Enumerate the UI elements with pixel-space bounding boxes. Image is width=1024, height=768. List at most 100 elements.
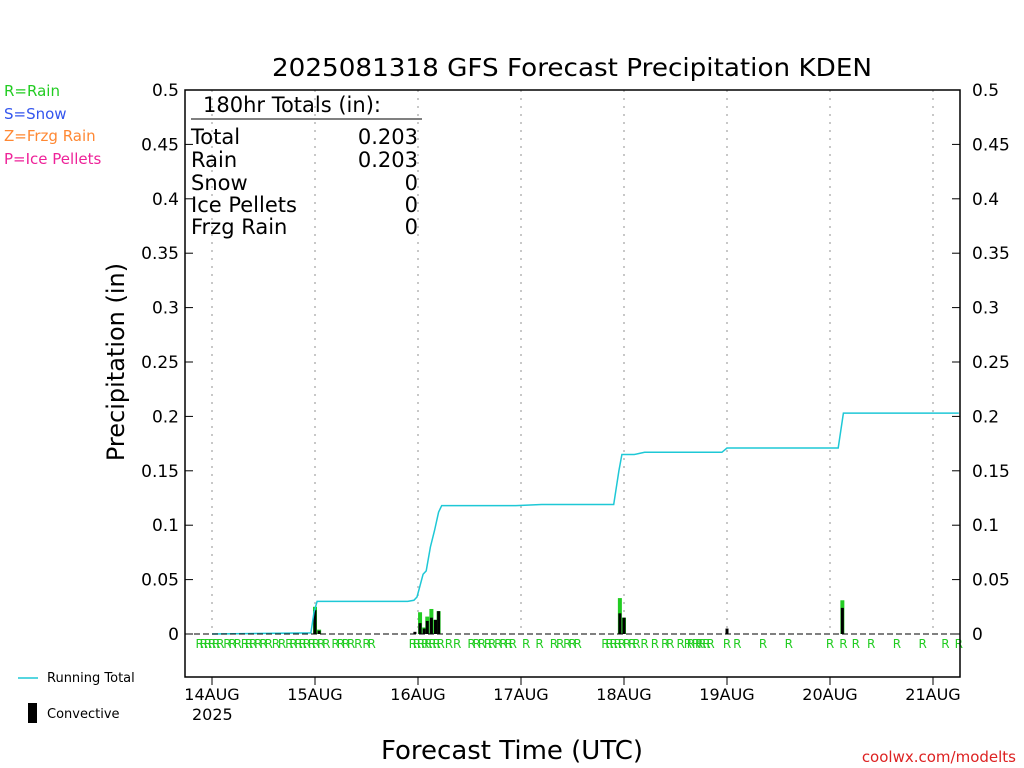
convective-bar <box>622 617 626 634</box>
precip-type-marker: R <box>249 637 257 651</box>
precip-type-marker: R <box>259 637 267 651</box>
precip-type-marker: R <box>723 637 731 651</box>
precip-type-marker: R <box>651 637 659 651</box>
precip-type-marker: R <box>362 637 370 651</box>
precip-type-marker: R <box>317 637 325 651</box>
plot-frame <box>184 89 961 678</box>
y-tick-label-right: 0.05 <box>972 571 1010 591</box>
y-tick-label-right: 0.4 <box>972 190 999 210</box>
precip-type-marker: R <box>698 637 706 651</box>
precip-type-marker: R <box>661 637 669 651</box>
precip-type-marker: R <box>413 637 421 651</box>
totals-name-frzg-rain: Frzg Rain <box>191 215 287 239</box>
precip-type-marker: R <box>367 637 375 651</box>
y-tick-label-right: 0.25 <box>972 353 1010 373</box>
x-tick-label: 16AUG <box>390 685 445 704</box>
convective-bar <box>422 628 426 634</box>
precip-type-marker: R <box>204 637 212 651</box>
legend-convective: Convective <box>47 707 120 722</box>
precip-type-marker: R <box>208 637 216 651</box>
precip-type-marker: R <box>499 637 507 651</box>
precip-type-marker: R <box>331 637 339 651</box>
precip-type-marker: R <box>417 637 425 651</box>
precip-type-marker: R <box>919 637 927 651</box>
y-tick-label-right: 0.2 <box>972 407 999 427</box>
y-tick-label-left: 0.35 <box>141 244 179 264</box>
y-tick-label-left: 0.45 <box>141 135 179 155</box>
precip-type-marker: R <box>568 637 576 651</box>
x-tick-label: 17AUG <box>493 685 548 704</box>
precip-type-marker: R <box>264 637 272 651</box>
precip-type-marker: R <box>436 637 444 651</box>
precip-type-marker: R <box>200 637 208 651</box>
precip-type-marker: R <box>212 637 220 651</box>
precip-type-marker: R <box>478 637 486 651</box>
precip-type-marker: R <box>303 637 311 651</box>
y-tick-label-right: 0.5 <box>972 81 999 101</box>
x-tick-label: 15AUG <box>287 685 342 704</box>
legend-ice-pellets: P=Ice Pellets <box>4 150 101 168</box>
convective-bar <box>434 619 438 634</box>
y-tick-label-left: 0.5 <box>152 81 179 101</box>
precip-type-marker: R <box>556 637 564 651</box>
precip-type-marker: R <box>228 637 236 651</box>
precip-type-marker: R <box>614 637 622 651</box>
running-total-line <box>211 412 959 635</box>
precip-type-marker: R <box>839 637 847 651</box>
y-tick-label-left: 0.2 <box>152 407 179 427</box>
precip-type-marker: R <box>893 637 901 651</box>
precip-type-marker: R <box>445 637 453 651</box>
precip-type-marker: R <box>706 637 714 651</box>
precip-type-marker: R <box>618 637 626 651</box>
totals-name-rain: Rain <box>191 148 237 172</box>
precip-type-marker: R <box>573 637 581 651</box>
convective-bar <box>425 620 429 634</box>
precip-type-marker: R <box>409 637 417 651</box>
totals-value-total: 0.203 <box>358 125 418 149</box>
totals-value-rain: 0.203 <box>358 148 418 172</box>
precip-type-marker: R <box>428 637 436 651</box>
precip-type-marker: R <box>733 637 741 651</box>
precip-type-marker: R <box>666 637 674 651</box>
y-tick-label-left: 0.05 <box>141 571 179 591</box>
precip-type-marker: R <box>312 637 320 651</box>
precip-type-marker: R <box>623 637 631 651</box>
convective-bar <box>413 631 417 634</box>
x-tick-label: 18AUG <box>596 685 651 704</box>
y-tick-label-right: 0.3 <box>972 299 999 319</box>
x-tick-label: 19AUG <box>699 685 754 704</box>
precip-type-marker: R <box>628 637 636 651</box>
precip-type-marker: R <box>473 637 481 651</box>
totals-value-ice-pellets: 0 <box>405 193 418 217</box>
precip-type-marker: R <box>702 637 710 651</box>
precip-type-marker: R <box>421 637 429 651</box>
convective-bar <box>618 613 622 634</box>
legend-running-total: Running Total <box>47 671 135 686</box>
totals-name-snow: Snow <box>191 171 248 195</box>
y-axis-label: Precipitation (in) <box>102 263 130 461</box>
precip-type-marker: R <box>640 637 648 651</box>
precip-type-marker: R <box>494 637 502 651</box>
y-tick-label-right: 0 <box>972 625 983 645</box>
precip-type-marker: R <box>453 637 461 651</box>
y-tick-label-left: 0.15 <box>141 462 179 482</box>
precip-type-marker: R <box>254 637 262 651</box>
x-tick-label: 21AUG <box>905 685 960 704</box>
precip-type-marker: R <box>867 637 875 651</box>
precip-type-marker: R <box>272 637 280 651</box>
precip-type-marker: R <box>488 637 496 651</box>
precip-type-marker: R <box>509 637 517 651</box>
x-tick-label: 14AUG <box>184 685 239 704</box>
x-axis-label: Forecast Time (UTC) <box>381 736 643 766</box>
precip-type-marker: R <box>535 637 543 651</box>
precip-type-marker: R <box>278 637 286 651</box>
precip-type-marker: R <box>941 637 949 651</box>
precip-type-marker: R <box>610 637 618 651</box>
precip-type-marker: R <box>347 637 355 651</box>
y-tick-label-left: 0 <box>168 625 179 645</box>
precip-type-marker: R <box>785 637 793 651</box>
y-tick-label-right: 0.15 <box>972 462 1010 482</box>
totals-value-snow: 0 <box>405 171 418 195</box>
